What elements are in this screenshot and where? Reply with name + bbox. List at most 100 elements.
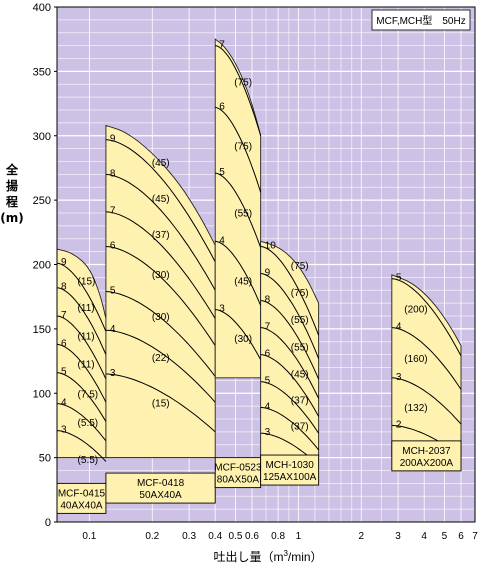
model-size: 80AX50A	[217, 475, 260, 486]
performance-curve	[105, 173, 216, 291]
power-label: (45)	[152, 194, 170, 205]
power-label: (15)	[152, 398, 170, 409]
performance-curve	[56, 343, 107, 403]
y-axis-label: 全揚程 (m)	[0, 162, 23, 225]
chart-title-box: MCF,MCH型 50Hz	[371, 9, 471, 31]
performance-curve	[56, 372, 107, 422]
power-label: (5.5)	[78, 418, 99, 429]
label-box-frame	[105, 472, 216, 504]
stage-label: 6	[265, 349, 271, 360]
power-label: (132)	[404, 403, 427, 414]
y-tick-label: 0	[45, 517, 51, 529]
x-tick-label: 0.4	[208, 531, 222, 542]
x-tick-label: 0.3	[182, 531, 196, 542]
x-tick-label: 2	[359, 531, 365, 542]
model-region-mcf-0418: 9 8 7 6 5 4 3 (45) (45) (37) (30) (30) (22) (15) MCF-0…	[105, 124, 216, 504]
performance-curve	[260, 246, 320, 336]
stage-label: 4	[110, 324, 116, 335]
performance-curve	[260, 327, 320, 399]
power-label: (5.5)	[78, 455, 99, 466]
power-label: (45)	[234, 277, 252, 288]
y-tick-label: 150	[33, 324, 51, 336]
y-axis-label-char: 程	[6, 194, 18, 209]
power-label: (200)	[404, 304, 427, 315]
y-axis: 0 50 100 150 200 250 300 350 400	[33, 2, 57, 529]
power-label: (11)	[78, 360, 95, 371]
model-size: 125AX100A	[263, 472, 317, 483]
y-tick-label: 100	[33, 388, 51, 400]
stage-label: 4	[61, 398, 67, 409]
stage-label: 3	[265, 427, 271, 438]
y-tick-label: 400	[33, 2, 51, 14]
stage-label: 5	[219, 167, 225, 178]
x-tick-label: 1	[296, 531, 302, 542]
performance-curve	[105, 291, 216, 377]
model-region-mcf-0415: 9 8 7 6 5 4 3 (15) (11) (11) (11) (7.5) (5.5) (5.5) MC…	[56, 248, 107, 514]
y-tick-label: 50	[39, 453, 51, 465]
operating-envelope	[391, 274, 462, 459]
performance-curve	[215, 309, 262, 361]
model-region-mch-1030: 109876543(75)(75)(55)(55)(45)(37)(37)(30…	[260, 240, 320, 486]
y-tick-label: 200	[33, 260, 51, 272]
x-tick-label: 7	[472, 531, 478, 542]
operating-envelope	[214, 38, 262, 379]
stage-label: 9	[61, 257, 67, 268]
y-tick-label: 350	[33, 66, 51, 78]
stage-label: 3	[110, 368, 116, 379]
performance-curve	[56, 262, 107, 332]
stage-label: 7	[61, 310, 67, 321]
stage-label: 6	[110, 240, 116, 251]
stage-label: 7	[110, 206, 116, 217]
y-axis-label-char: (m)	[0, 211, 23, 225]
y-tick-label: 250	[33, 195, 51, 207]
y-tick-label: 300	[33, 131, 51, 143]
stage-label: 5	[265, 376, 271, 387]
power-label: (75)	[291, 261, 309, 272]
stage-label: 6	[61, 338, 67, 349]
title-box-frame	[371, 9, 471, 31]
power-label: (37)	[291, 421, 309, 432]
power-label: (55)	[291, 315, 309, 326]
model-name: MCF-0418	[137, 478, 185, 489]
power-label: (30)	[152, 312, 170, 323]
performance-curve	[105, 329, 216, 403]
performance-curve	[260, 300, 320, 380]
power-label: (45)	[291, 369, 309, 380]
stage-label: 6	[219, 101, 225, 112]
performance-curve	[56, 430, 107, 462]
performance-curve	[105, 246, 216, 346]
performance-curve	[391, 327, 462, 390]
performance-curve	[215, 45, 262, 136]
performance-curve	[260, 381, 320, 434]
performance-curve	[215, 106, 262, 193]
power-label: (30)	[234, 334, 252, 345]
performance-curve	[105, 139, 216, 263]
performance-curve	[260, 273, 320, 359]
operating-envelope	[56, 248, 107, 459]
performance-curve	[105, 373, 216, 433]
power-label: (30)	[152, 270, 170, 281]
power-label: (45)	[152, 158, 170, 169]
power-label: (11)	[78, 331, 95, 342]
y-axis-label-char: 揚	[6, 178, 18, 193]
x-axis: 0.1 0.2 0.3 0.4 0.5 0.6 0.8 1 2 3 4 5 6 7	[82, 531, 478, 542]
x-tick-label: 5	[442, 531, 448, 542]
stage-label: 8	[265, 295, 271, 306]
performance-curve	[391, 278, 462, 357]
performance-curve	[215, 240, 262, 306]
power-label: (37)	[291, 396, 309, 407]
stage-label: 7	[219, 40, 225, 51]
stage-label: 4	[265, 401, 271, 412]
performance-curve	[391, 377, 462, 425]
power-label: (15)	[78, 277, 96, 288]
power-label: (7.5)	[78, 389, 99, 400]
performance-curve	[56, 315, 107, 380]
power-label: (11)	[78, 303, 95, 314]
power-label: (55)	[291, 342, 309, 353]
